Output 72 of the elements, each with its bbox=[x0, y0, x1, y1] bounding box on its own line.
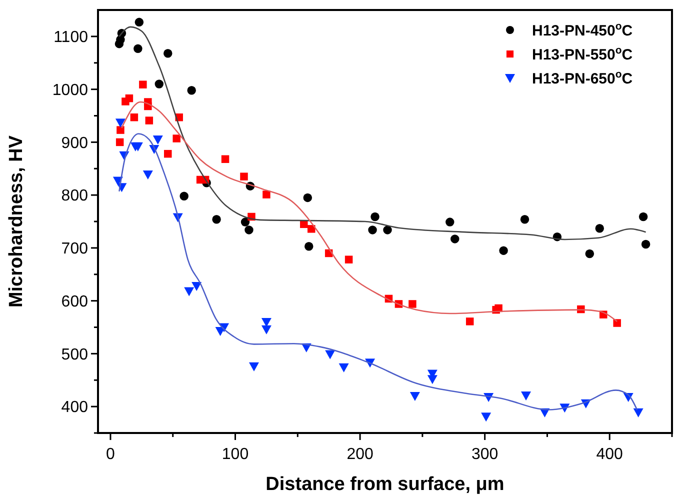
legend-label: H13-PN-450$^{o}$C bbox=[532, 20, 633, 40]
y-tick-label: 600 bbox=[61, 293, 88, 310]
point bbox=[240, 172, 248, 180]
point bbox=[338, 363, 349, 372]
point bbox=[248, 362, 259, 372]
point bbox=[370, 212, 380, 222]
point bbox=[187, 86, 196, 95]
point bbox=[325, 350, 336, 360]
x-tick-label: 400 bbox=[596, 446, 624, 463]
point bbox=[139, 80, 147, 88]
point bbox=[410, 392, 420, 401]
y-tick-label: 1000 bbox=[52, 82, 88, 99]
x-axis-title: Distance from surface, μm bbox=[266, 474, 504, 495]
point bbox=[152, 136, 163, 145]
point bbox=[184, 287, 194, 296]
point bbox=[262, 190, 270, 198]
point bbox=[132, 142, 143, 152]
point bbox=[115, 118, 126, 128]
point bbox=[408, 300, 416, 308]
point bbox=[244, 226, 254, 234]
y-tick-label: 900 bbox=[61, 134, 88, 152]
point bbox=[116, 138, 124, 146]
point bbox=[116, 126, 124, 134]
point bbox=[145, 116, 154, 124]
point bbox=[221, 155, 230, 163]
point bbox=[142, 170, 153, 180]
point bbox=[308, 225, 316, 233]
point bbox=[520, 215, 530, 224]
point bbox=[466, 318, 474, 326]
point bbox=[261, 318, 272, 327]
x-tick-label: 100 bbox=[222, 446, 249, 463]
x-tick-label: 300 bbox=[471, 446, 498, 463]
y-axis-title: Microhardness, HV bbox=[6, 135, 27, 308]
legend-label: H13-PN-550$^{o}$C bbox=[532, 44, 633, 64]
point bbox=[130, 113, 138, 122]
point bbox=[585, 249, 594, 258]
point bbox=[164, 48, 172, 58]
point bbox=[164, 150, 172, 158]
y-tick-label: 800 bbox=[61, 188, 88, 205]
point bbox=[212, 215, 221, 224]
point bbox=[383, 226, 392, 234]
point bbox=[154, 80, 164, 88]
y-tick-label: 400 bbox=[61, 399, 88, 416]
point bbox=[521, 391, 532, 400]
point bbox=[134, 18, 144, 27]
point bbox=[180, 192, 188, 200]
y-tick-label: 1100 bbox=[54, 29, 88, 46]
legend-label: H13-PN-650$^{o}$C bbox=[532, 68, 633, 88]
point bbox=[499, 246, 508, 255]
point bbox=[481, 412, 492, 422]
y-tick-label: 500 bbox=[61, 346, 88, 364]
x-tick-label: 200 bbox=[346, 446, 374, 463]
point bbox=[613, 319, 621, 327]
point bbox=[427, 375, 438, 384]
point bbox=[368, 226, 377, 234]
point bbox=[172, 134, 180, 142]
point bbox=[595, 224, 604, 233]
point bbox=[633, 408, 644, 418]
x-tick-label: 0 bbox=[106, 446, 116, 463]
point bbox=[638, 212, 648, 222]
point bbox=[450, 234, 460, 244]
point bbox=[304, 242, 314, 251]
point bbox=[344, 256, 353, 264]
point bbox=[134, 44, 142, 53]
point bbox=[303, 193, 312, 202]
point bbox=[446, 218, 454, 226]
point bbox=[192, 282, 202, 292]
point bbox=[641, 240, 650, 249]
y-tick-label: 700 bbox=[61, 240, 88, 258]
point bbox=[240, 218, 250, 226]
point bbox=[125, 94, 134, 102]
point bbox=[261, 325, 272, 334]
